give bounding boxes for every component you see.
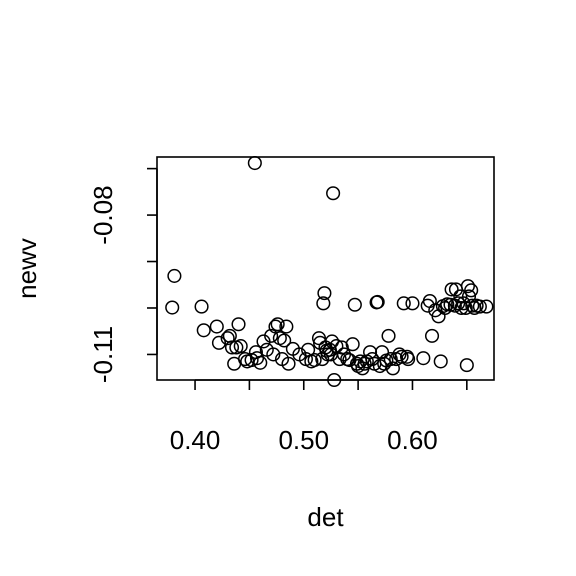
data-point xyxy=(316,296,331,311)
data-point xyxy=(233,339,248,354)
data-point xyxy=(433,354,448,369)
data-points xyxy=(165,155,494,388)
data-point xyxy=(451,296,466,311)
data-point xyxy=(392,347,407,362)
y-tick-label: -0.08 xyxy=(88,185,118,244)
data-point xyxy=(211,335,227,350)
x-tick-label: 0.40 xyxy=(170,425,221,455)
y-tick-label: -0.11 xyxy=(88,326,118,383)
data-point xyxy=(472,299,487,314)
x-tick-label: 0.50 xyxy=(278,425,329,455)
y-axis: -0.11 -0.08 xyxy=(88,167,158,383)
data-point xyxy=(249,351,265,366)
data-point xyxy=(385,361,400,376)
data-point xyxy=(220,331,235,346)
data-point xyxy=(167,268,182,283)
data-point xyxy=(460,279,475,294)
data-point xyxy=(464,283,479,298)
data-point xyxy=(465,298,480,313)
data-point xyxy=(347,297,362,312)
data-point xyxy=(209,319,224,334)
data-point xyxy=(224,340,240,355)
data-point xyxy=(281,356,296,371)
y-axis-label: newv xyxy=(12,238,42,299)
data-point xyxy=(401,352,416,367)
data-point xyxy=(253,355,268,370)
data-point xyxy=(266,347,281,362)
data-point xyxy=(327,372,342,388)
data-point xyxy=(416,351,431,366)
data-point xyxy=(317,286,332,301)
data-point xyxy=(461,289,477,304)
data-point xyxy=(405,296,420,311)
x-tick-label: 0.60 xyxy=(387,425,438,455)
data-point xyxy=(396,296,411,311)
data-point xyxy=(345,337,360,352)
data-point xyxy=(357,356,372,371)
data-point xyxy=(165,300,180,315)
data-point xyxy=(453,289,468,304)
data-point xyxy=(424,328,440,343)
data-point xyxy=(231,317,246,332)
x-axis-label: det xyxy=(307,502,344,532)
data-point xyxy=(194,299,209,314)
data-point xyxy=(279,319,294,334)
data-point xyxy=(277,333,292,348)
data-point xyxy=(422,293,437,309)
data-point xyxy=(270,317,285,332)
data-point xyxy=(370,294,385,310)
data-point xyxy=(459,358,474,373)
x-axis: 0.40 0.50 0.60 xyxy=(170,379,468,455)
data-point xyxy=(444,282,459,297)
data-point xyxy=(383,352,398,367)
data-point xyxy=(479,299,494,314)
data-point xyxy=(381,328,396,343)
data-point xyxy=(329,339,344,354)
data-point xyxy=(394,349,409,364)
data-point xyxy=(247,155,262,171)
data-point xyxy=(264,328,279,343)
data-point xyxy=(307,352,322,368)
data-point xyxy=(326,186,341,201)
data-point xyxy=(196,323,211,338)
